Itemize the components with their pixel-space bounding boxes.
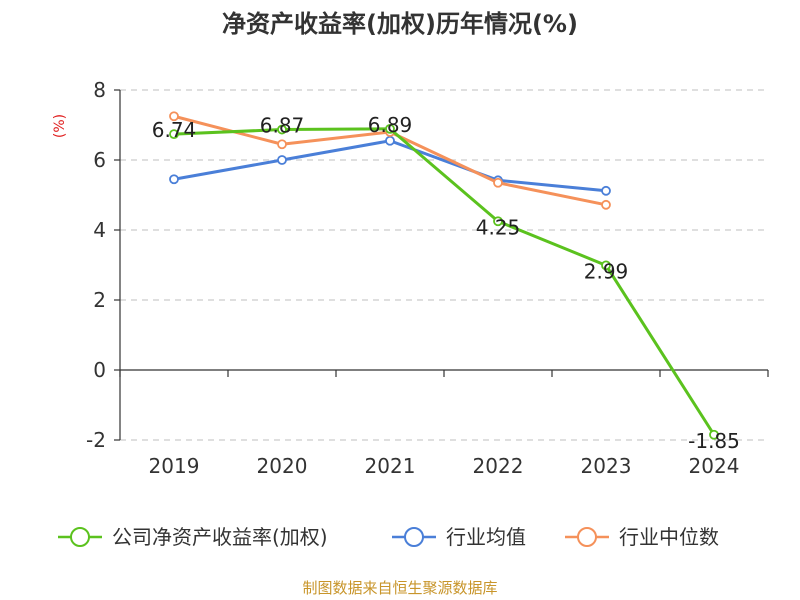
y-tick-label: 0 <box>93 358 106 382</box>
series-point <box>493 216 503 227</box>
series-point <box>601 185 611 196</box>
x-axis-ticks: 2019 2020 2021 2022 2023 2024 <box>149 454 740 478</box>
data-label: -1.85 <box>688 429 740 453</box>
series-point <box>709 429 719 440</box>
series-line <box>172 139 608 193</box>
legend-label: 行业中位数 <box>619 525 719 549</box>
y-axis-ticks: 8 6 4 2 0 -2 <box>86 78 106 452</box>
series-point <box>601 260 611 271</box>
legend-marker <box>70 527 90 547</box>
y-tick-label: 2 <box>93 288 106 312</box>
series-point <box>169 174 179 185</box>
x-tick-label: 2021 <box>365 454 416 478</box>
series-point <box>277 139 287 150</box>
y-axis-unit: (%) <box>52 114 68 138</box>
series-point <box>493 177 503 188</box>
x-tick-label: 2020 <box>257 454 308 478</box>
series-layer <box>169 111 719 440</box>
series-point <box>601 199 611 210</box>
data-label: 2.99 <box>584 259 629 283</box>
legend-marker <box>404 527 424 547</box>
x-tick-label: 2024 <box>689 454 740 478</box>
x-tick-label: 2022 <box>473 454 524 478</box>
data-label: 6.87 <box>260 114 305 138</box>
legend-label: 行业均值 <box>446 525 526 549</box>
source-note: 制图数据来自恒生聚源数据库 <box>302 579 497 597</box>
data-label: 6.74 <box>152 118 197 142</box>
x-tick-label: 2023 <box>581 454 632 478</box>
chart-title: 净资产收益率(加权)历年情况(%) <box>222 10 578 38</box>
axes <box>114 89 769 441</box>
x-tick-label: 2019 <box>149 454 200 478</box>
series-line <box>172 127 716 437</box>
legend-label: 公司净资产收益率(加权) <box>112 525 328 549</box>
series-point <box>385 123 395 134</box>
series-point <box>169 129 179 140</box>
data-labels: 6.74 6.87 6.89 4.25 2.99 -1.85 <box>152 113 740 453</box>
data-label: 6.89 <box>368 113 413 137</box>
data-label: 4.25 <box>476 215 521 239</box>
y-tick-label: -2 <box>86 428 106 452</box>
legend-marker <box>577 527 597 547</box>
legend: 公司净资产收益率(加权) 行业均值 行业中位数 <box>58 525 719 549</box>
series-point <box>277 124 287 135</box>
series-point <box>385 135 395 146</box>
grid-lines <box>120 89 768 441</box>
y-tick-label: 6 <box>93 148 106 172</box>
series-point <box>277 155 287 165</box>
series-point <box>169 111 179 122</box>
y-tick-label: 4 <box>93 218 106 242</box>
y-tick-label: 8 <box>93 78 106 102</box>
